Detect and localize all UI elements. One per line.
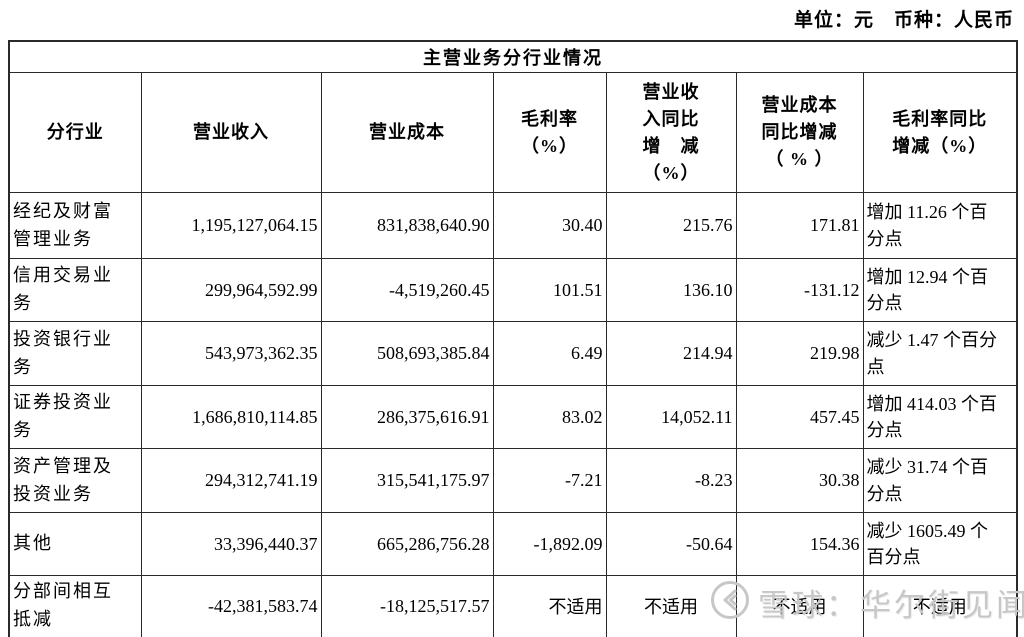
cell-revenue-yoy: 14,052.11 [605,385,737,449]
cell-industry: 其他 [8,512,142,576]
main-business-by-industry-table: 主营业务分行业情况 分行业 营业收入 营业成本 毛利率 （%） 营业收 入同比 … [8,40,1019,637]
cell-gross-margin: -7.21 [492,448,607,513]
table-row-securities-investment: 证券投资业 务 1,686,810,114.85 286,375,616.91 … [8,385,1018,449]
cell-revenue-yoy: 214.94 [605,321,737,386]
col-header-revenue: 营业收入 [140,72,322,193]
cell-revenue: 299,964,592.99 [140,258,322,322]
table-row-brokerage-wealth: 经纪及财富 管理业务 1,195,127,064.15 831,838,640.… [8,192,1018,259]
table-row-investment-banking: 投资银行业 务 543,973,362.35 508,693,385.84 6.… [8,321,1018,386]
cell-margin-yoy: 增加 11.26 个百 分点 [862,192,1018,259]
cell-cost: 508,693,385.84 [320,321,494,386]
cell-industry: 信用交易业 务 [8,258,142,322]
cell-revenue: 1,686,810,114.85 [140,385,322,449]
cell-cost: -4,519,260.45 [320,258,494,322]
table-row-credit-trading: 信用交易业 务 299,964,592.99 -4,519,260.45 101… [8,258,1018,322]
table-title: 主营业务分行业情况 [8,40,1018,73]
cell-revenue: 294,312,741.19 [140,448,322,513]
table-row-asset-management: 资产管理及 投资业务 294,312,741.19 315,541,175.97… [8,448,1018,513]
cell-gross-margin: 30.40 [492,192,607,259]
cell-margin-yoy: 增加 414.03 个百 分点 [862,385,1018,449]
cell-revenue-yoy: -8.23 [605,448,737,513]
cell-cost-yoy: 171.81 [735,192,864,259]
cell-cost-yoy: 219.98 [735,321,864,386]
cell-cost-yoy: 不适用 [735,575,864,637]
cell-gross-margin: 不适用 [492,575,607,637]
cell-industry: 投资银行业 务 [8,321,142,386]
cell-cost-yoy: 457.45 [735,385,864,449]
cell-gross-margin: 101.51 [492,258,607,322]
col-header-margin-yoy: 毛利率同比 增减（%） [862,72,1018,193]
cell-industry: 证券投资业 务 [8,385,142,449]
cell-margin-yoy: 不适用 [862,575,1018,637]
cell-gross-margin: -1,892.09 [492,512,607,576]
currency-unit-note: 单位：元 币种：人民币 [793,10,1014,31]
cell-cost: 665,286,756.28 [320,512,494,576]
cell-margin-yoy: 增加 12.94 个百 分点 [862,258,1018,322]
col-header-cost-yoy: 营业成本 同比增减 （ % ） [735,72,864,193]
cell-industry: 经纪及财富 管理业务 [8,192,142,259]
table-row-other: 其他 33,396,440.37 665,286,756.28 -1,892.0… [8,512,1018,576]
cell-cost-yoy: 30.38 [735,448,864,513]
cell-revenue: -42,381,583.74 [140,575,322,637]
table-header-row: 分行业 营业收入 营业成本 毛利率 （%） 营业收 入同比 增 减 （%） 营业… [8,72,1018,193]
cell-gross-margin: 83.02 [492,385,607,449]
cell-revenue: 33,396,440.37 [140,512,322,576]
cell-margin-yoy: 减少 1.47 个百分 点 [862,321,1018,386]
col-header-gross-margin: 毛利率 （%） [492,72,607,193]
cell-revenue-yoy: 215.76 [605,192,737,259]
cell-revenue: 543,973,362.35 [140,321,322,386]
cell-cost-yoy: -131.12 [735,258,864,322]
col-header-industry: 分行业 [8,72,142,193]
cell-revenue: 1,195,127,064.15 [140,192,322,259]
cell-cost: 315,541,175.97 [320,448,494,513]
cell-cost: 286,375,616.91 [320,385,494,449]
cell-revenue-yoy: -50.64 [605,512,737,576]
cell-revenue-yoy: 136.10 [605,258,737,322]
cell-cost-yoy: 154.36 [735,512,864,576]
cell-margin-yoy: 减少 31.74 个百 分点 [862,448,1018,513]
cell-revenue-yoy: 不适用 [605,575,737,637]
col-header-revenue-yoy: 营业收 入同比 增 减 （%） [605,72,737,193]
table-title-row: 主营业务分行业情况 [8,40,1018,73]
cell-industry: 分部间相互 抵减 [8,575,142,637]
table-row-intersegment-elimination: 分部间相互 抵减 -42,381,583.74 -18,125,517.57 不… [8,575,1018,637]
cell-industry: 资产管理及 投资业务 [8,448,142,513]
cell-cost: 831,838,640.90 [320,192,494,259]
cell-gross-margin: 6.49 [492,321,607,386]
col-header-cost: 营业成本 [320,72,494,193]
cell-cost: -18,125,517.57 [320,575,494,637]
cell-margin-yoy: 减少 1605.49 个 百分点 [862,512,1018,576]
